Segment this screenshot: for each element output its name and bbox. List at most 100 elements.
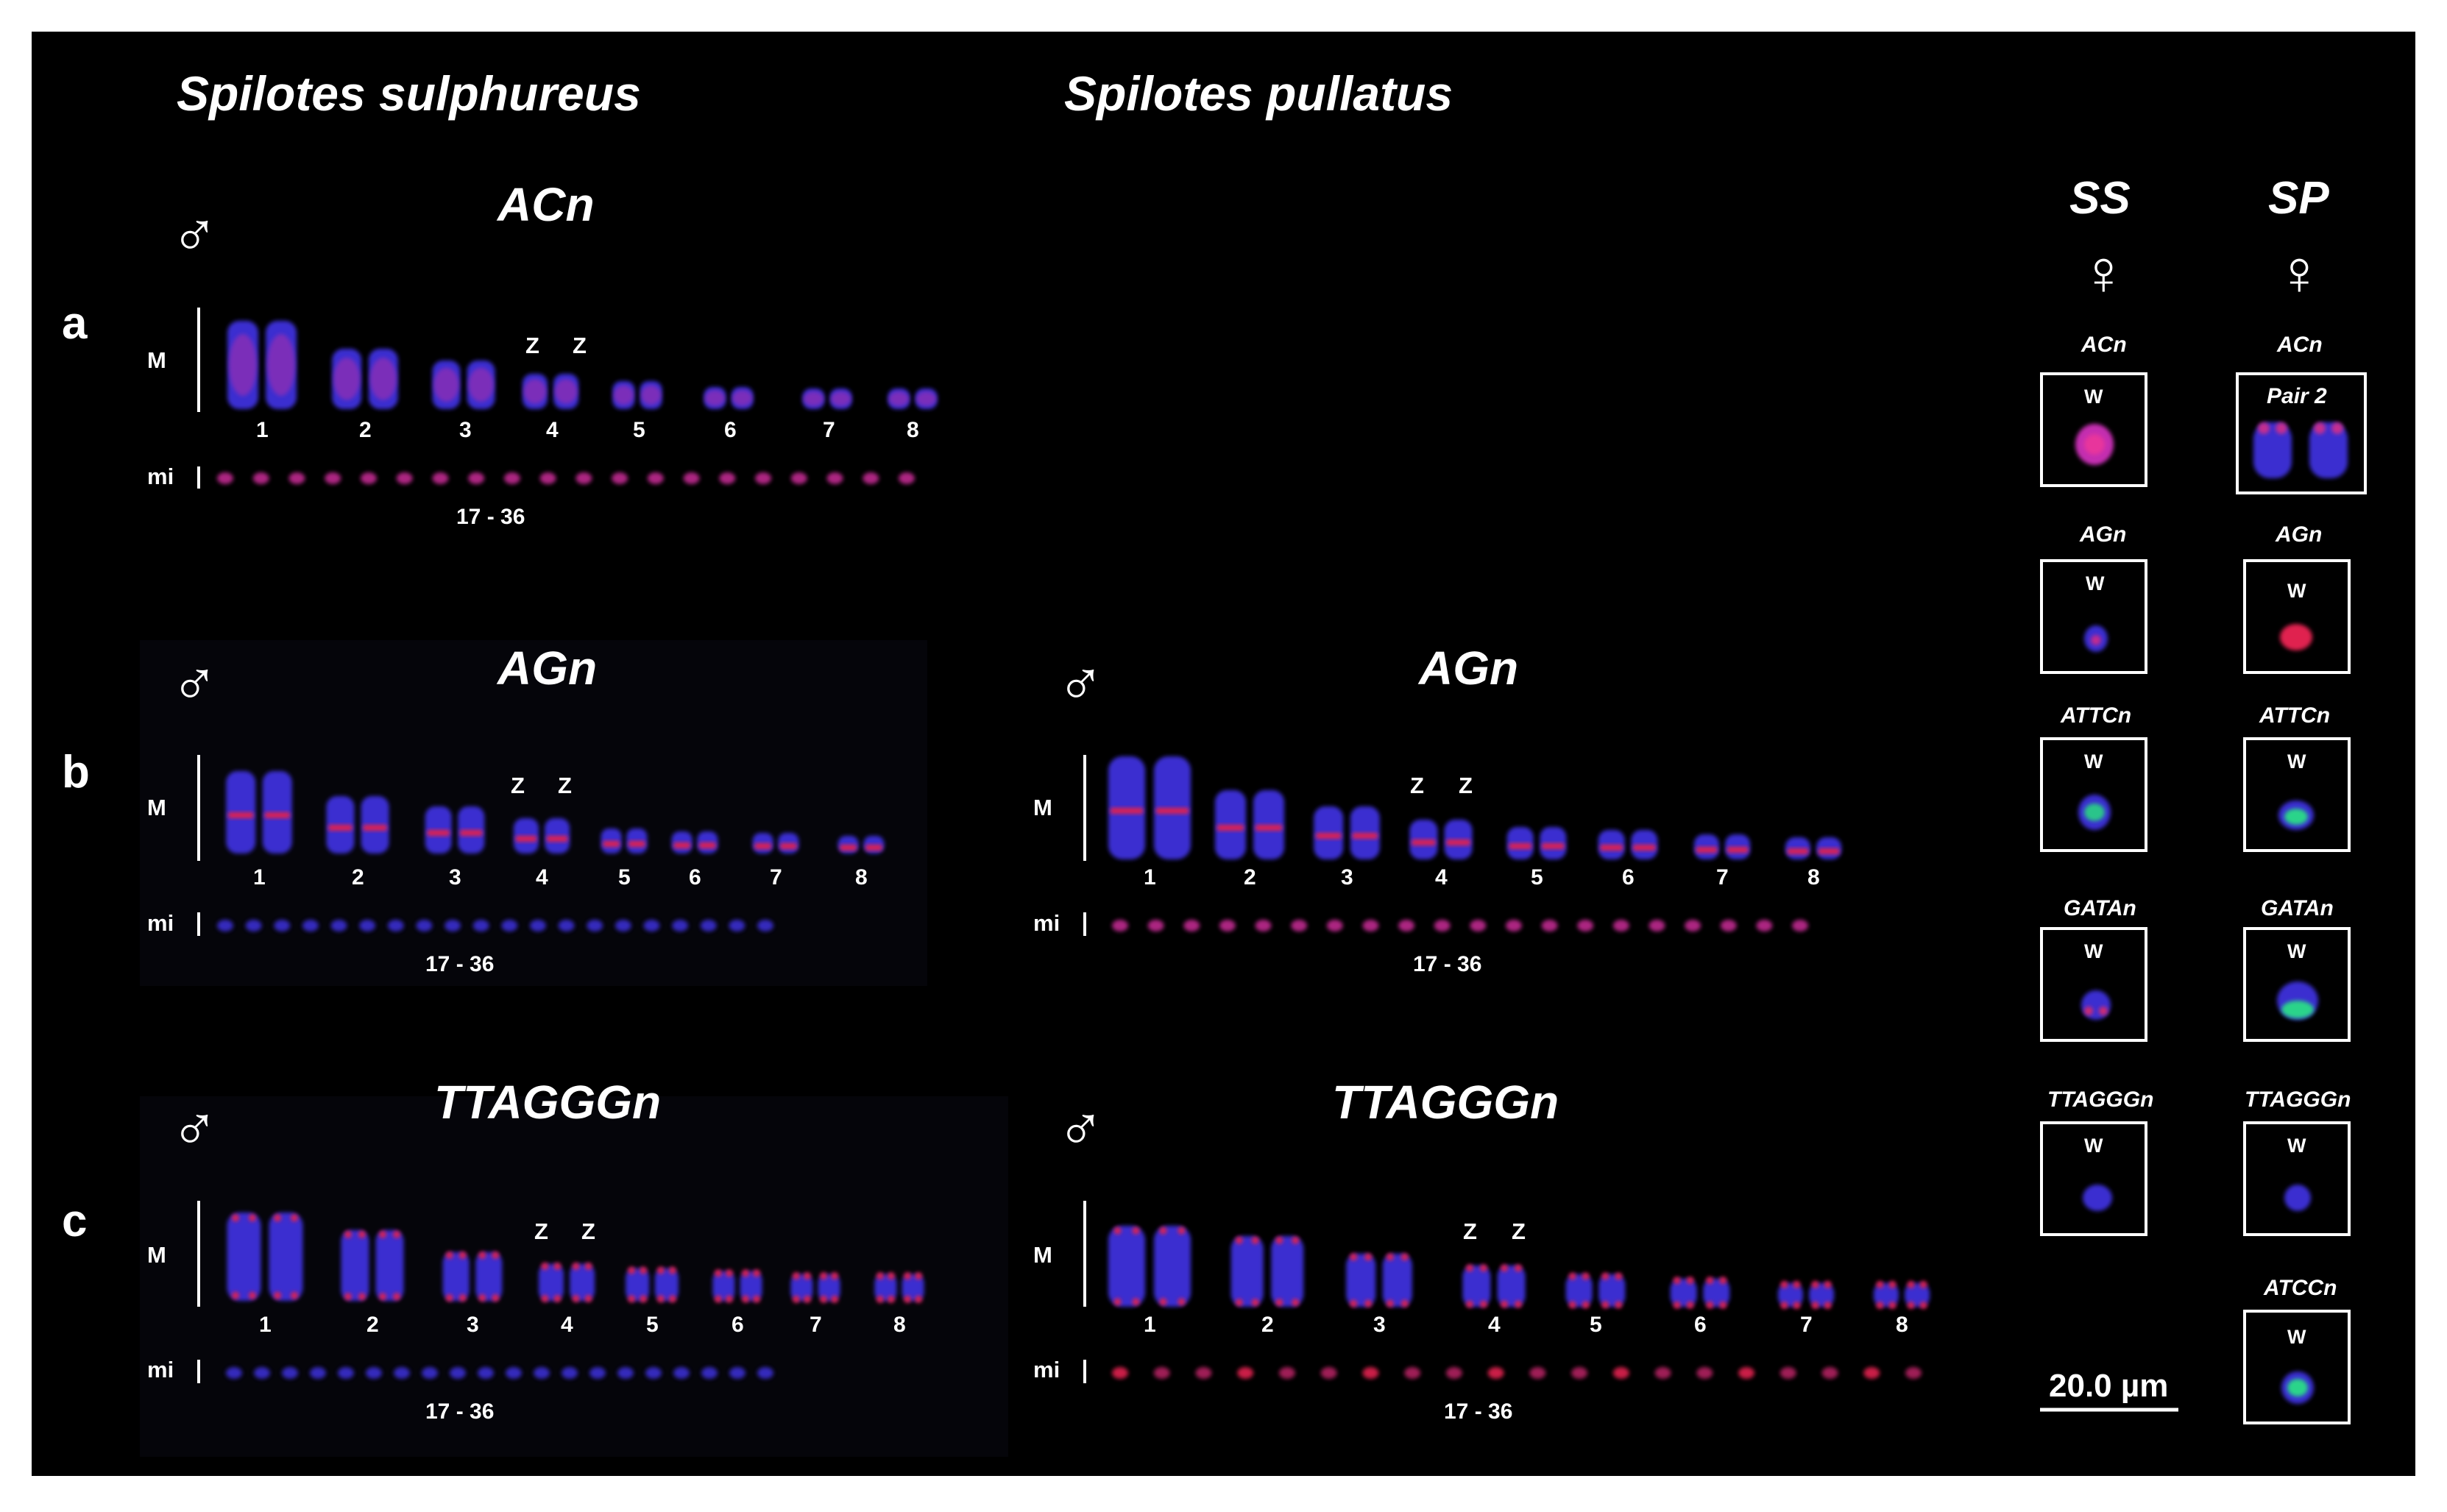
microchromosome — [587, 920, 603, 931]
microchromosome — [1445, 1367, 1462, 1379]
pair-number: 6 — [1622, 865, 1635, 890]
chromosome-signal — [584, 1263, 592, 1270]
probe-title-a-left: ACn — [496, 178, 595, 231]
w-signal — [2280, 624, 2312, 650]
chromosome-signal — [915, 1272, 923, 1280]
w-label: W — [2084, 750, 2103, 773]
chromosome-signal — [1582, 1301, 1590, 1309]
chromosome-signal — [1251, 1236, 1259, 1244]
pair-number: 1 — [1144, 1313, 1156, 1337]
chromosome-signal — [427, 830, 450, 836]
microchromosome — [501, 920, 518, 931]
micro-range-label: 17 - 36 — [425, 1399, 494, 1424]
row-letter-b: b — [62, 747, 90, 798]
microchromosome — [1362, 1367, 1379, 1379]
w-label: W — [2287, 1135, 2306, 1157]
chromosome-signal — [248, 1214, 256, 1222]
microchromosome — [558, 920, 575, 931]
chromosome-signal — [1501, 1264, 1509, 1272]
chromosome-signal — [231, 1291, 239, 1299]
chromosome-signal — [1509, 843, 1531, 849]
chromosome — [227, 1213, 261, 1301]
microchromosome — [1792, 920, 1808, 931]
microchromosome — [615, 920, 631, 931]
microchromosome — [1195, 1367, 1212, 1379]
pair-number: 2 — [366, 1313, 379, 1337]
chromosome-signal — [780, 843, 797, 849]
chromosome-signal — [656, 1266, 665, 1274]
chromosome-signal — [1235, 1236, 1243, 1244]
species-title-pullatus: Spilotes pullatus — [1064, 66, 1453, 121]
w-chromosome — [2083, 1185, 2112, 1211]
chromosome-signal — [820, 1272, 828, 1280]
chromosome-signal — [1888, 1280, 1897, 1288]
chromosome — [269, 1213, 303, 1301]
chromosome-signal — [291, 1291, 299, 1299]
w-box — [2243, 1310, 2351, 1424]
chromosome-signal — [1719, 1301, 1727, 1309]
w-label: W — [2287, 1326, 2306, 1348]
chromosome-signal — [1633, 845, 1656, 851]
chromosome-signal — [1113, 1298, 1122, 1306]
chromosome-signal — [1542, 843, 1565, 849]
chromosome-signal — [554, 379, 578, 404]
microchromosome — [1905, 1367, 1922, 1379]
chromosome-signal — [1178, 1227, 1186, 1235]
w-signal — [2091, 635, 2101, 645]
chromosome-signal — [468, 367, 494, 402]
chromosome-signal — [820, 1295, 828, 1303]
pair-number: 3 — [449, 865, 461, 890]
pair-number: 3 — [459, 418, 472, 442]
chromosome-signal — [668, 1266, 676, 1274]
chromosome — [375, 1230, 404, 1301]
microchromosome — [645, 1367, 662, 1379]
pair-number: 2 — [1244, 865, 1256, 890]
pair-number: 8 — [893, 1313, 906, 1337]
chromosome-signal — [1696, 847, 1717, 853]
microchromosome — [1237, 1367, 1254, 1379]
chromosome-signal — [1793, 1302, 1801, 1310]
microchromosome — [1649, 920, 1665, 931]
chromosome — [874, 1274, 897, 1301]
chromosome-signal — [876, 1272, 884, 1280]
chromosome-signal — [1113, 1227, 1122, 1235]
microchromosome — [863, 472, 879, 484]
chromosome-signal — [1316, 833, 1342, 839]
pair-number: 6 — [1694, 1313, 1707, 1337]
microchromosome — [1398, 920, 1415, 931]
microchromosome — [672, 920, 689, 931]
micro-range-label: 17 - 36 — [1444, 1399, 1512, 1424]
chromosome-signal — [1446, 840, 1470, 845]
chromosome-signal — [1582, 1272, 1590, 1280]
chromosome-signal — [1515, 1264, 1523, 1272]
chromosome-signal — [344, 1230, 352, 1238]
micro-range-label: 17 - 36 — [425, 952, 494, 976]
microchromosome — [755, 472, 772, 484]
pair-number: 1 — [253, 865, 266, 890]
w-box — [2040, 927, 2147, 1042]
chromosome — [626, 1268, 650, 1301]
chromosome-signal — [628, 841, 645, 847]
chromosome-signal — [1364, 1299, 1373, 1307]
female-symbol-icon: ♀ — [2080, 238, 2128, 308]
w-label: W — [2084, 386, 2103, 408]
w-panel-sp-column: ACn AGn ATTCn GATAn TTAGGGn ATCCn — [2245, 333, 2351, 1300]
microchromosome — [422, 1367, 438, 1379]
chromosome — [902, 1274, 924, 1301]
microchromosome — [683, 472, 700, 484]
chromosome-signal — [1824, 1302, 1832, 1310]
male-symbol-icon: ♂ — [1057, 646, 1105, 717]
z-label: Z — [558, 773, 572, 798]
chromosome-signal — [584, 1295, 592, 1302]
microchromosome — [757, 1367, 773, 1379]
chromosome-signal — [673, 842, 690, 848]
microchromosome — [445, 920, 461, 931]
microchromosome — [1291, 920, 1308, 931]
pair-number: 8 — [1807, 865, 1820, 890]
karyotype-a-sulphureus — [217, 321, 938, 484]
chromosome-signal — [1615, 1272, 1623, 1280]
microchromosome — [729, 1367, 746, 1379]
w-box — [2243, 737, 2351, 852]
microchromosome — [719, 472, 736, 484]
pair-number: 6 — [724, 418, 737, 442]
